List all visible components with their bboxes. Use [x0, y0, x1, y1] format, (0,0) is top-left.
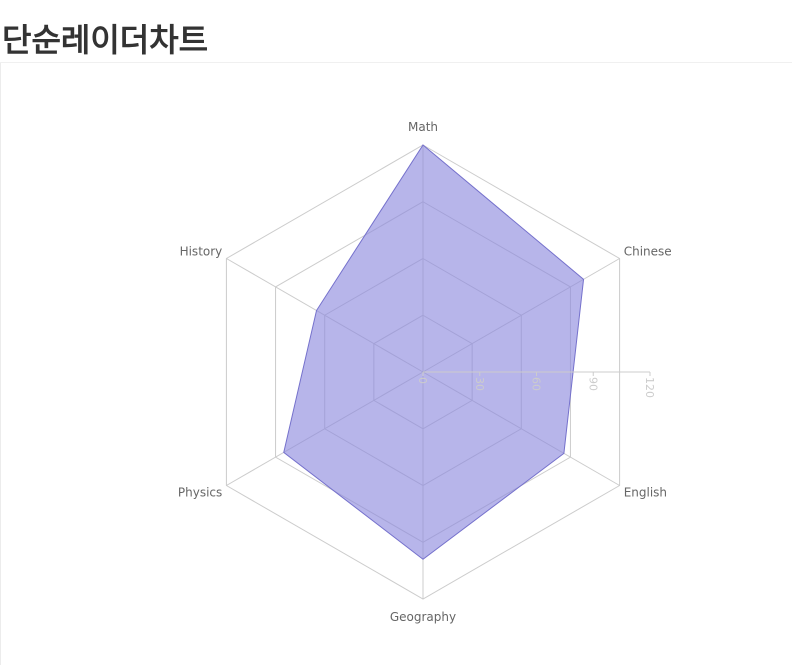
data-point-math[interactable] — [422, 144, 425, 147]
content-left-border — [0, 63, 1, 665]
data-point-english[interactable] — [562, 452, 565, 455]
indicator-label-math: Math — [408, 120, 438, 134]
data-point-physics[interactable] — [282, 451, 285, 454]
indicator-labels: Math Chinese English Geography Physics Histor… — [178, 120, 672, 624]
data-point-geography[interactable] — [422, 558, 425, 561]
radial-tick-label: 90 — [586, 377, 599, 391]
radial-tick-label: 0 — [416, 377, 429, 384]
indicator-label-english: English — [624, 486, 667, 500]
series-area-1[interactable] — [283, 144, 585, 560]
page-title: 단순레이더차트 — [2, 21, 209, 59]
radial-tick-label: 120 — [643, 377, 656, 398]
indicator-label-chinese: Chinese — [624, 245, 672, 259]
data-point-history[interactable] — [315, 309, 318, 312]
radial-tick-label: 30 — [473, 377, 486, 391]
indicator-label-history: History — [180, 245, 223, 259]
radial-tick-label: 60 — [530, 377, 543, 391]
radar-series — [282, 144, 585, 561]
indicator-label-geography: Geography — [390, 610, 456, 624]
title-divider — [0, 62, 792, 63]
data-point-chinese[interactable] — [582, 278, 585, 281]
radial-axis: 0 30 60 90 120 — [416, 371, 656, 398]
indicator-label-physics: Physics — [178, 486, 222, 500]
